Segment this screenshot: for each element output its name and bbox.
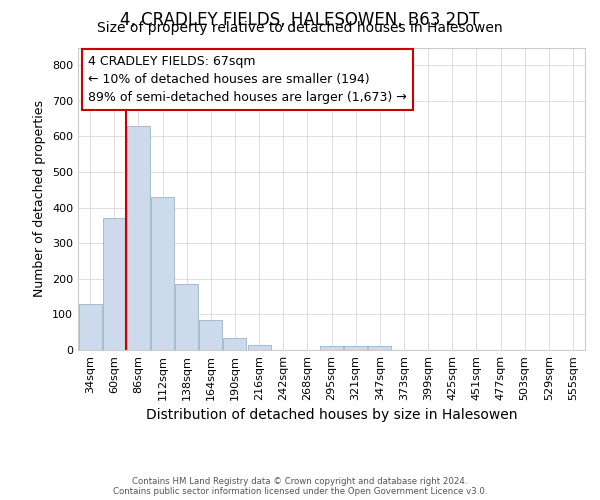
- Bar: [127, 126, 150, 350]
- Bar: [103, 218, 125, 350]
- Y-axis label: Number of detached properties: Number of detached properties: [34, 100, 46, 297]
- Bar: [175, 284, 198, 350]
- Bar: [199, 320, 222, 350]
- Text: Contains HM Land Registry data © Crown copyright and database right 2024.
Contai: Contains HM Land Registry data © Crown c…: [113, 476, 487, 496]
- Bar: [248, 344, 271, 350]
- Bar: [344, 346, 367, 350]
- Text: 4, CRADLEY FIELDS, HALESOWEN, B63 2DT: 4, CRADLEY FIELDS, HALESOWEN, B63 2DT: [121, 11, 479, 29]
- Text: Size of property relative to detached houses in Halesowen: Size of property relative to detached ho…: [97, 21, 503, 35]
- Bar: [368, 346, 391, 350]
- Text: 4 CRADLEY FIELDS: 67sqm
← 10% of detached houses are smaller (194)
89% of semi-d: 4 CRADLEY FIELDS: 67sqm ← 10% of detache…: [88, 55, 407, 104]
- Bar: [79, 304, 101, 350]
- Bar: [151, 197, 174, 350]
- Bar: [223, 338, 247, 350]
- X-axis label: Distribution of detached houses by size in Halesowen: Distribution of detached houses by size …: [146, 408, 517, 422]
- Bar: [320, 346, 343, 350]
